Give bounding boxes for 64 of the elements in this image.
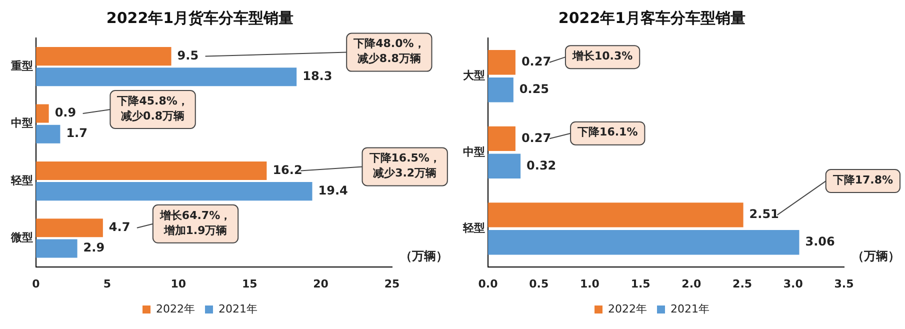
legend-label: 2021年 bbox=[670, 302, 710, 316]
data-label: 4.7 bbox=[108, 220, 130, 234]
data-label: 19.4 bbox=[318, 183, 348, 198]
legend-label: 2022年 bbox=[156, 302, 196, 316]
x-tick-label: 0.0 bbox=[478, 277, 498, 290]
y-tick-label: 中型 bbox=[463, 145, 485, 158]
data-label: 3.06 bbox=[805, 234, 835, 249]
y-tick-label: 轻型 bbox=[462, 222, 485, 235]
x-axis-title: （万辆） bbox=[852, 248, 900, 263]
x-tick-label: 0 bbox=[32, 277, 40, 290]
x-tick-label: 20 bbox=[313, 277, 329, 290]
bar bbox=[488, 50, 516, 75]
data-label: 9.5 bbox=[177, 48, 199, 62]
bar bbox=[36, 182, 312, 201]
annotation: 下降16.1% bbox=[576, 126, 638, 139]
x-axis-title: （万辆） bbox=[400, 248, 448, 263]
data-label: 0.9 bbox=[54, 106, 76, 120]
x-tick-label: 2.5 bbox=[732, 277, 752, 290]
y-tick-label: 大型 bbox=[463, 68, 485, 82]
x-tick-label: 1.5 bbox=[630, 277, 650, 290]
bar bbox=[488, 154, 521, 178]
data-label: 0.32 bbox=[526, 158, 556, 172]
legend-label: 2022年 bbox=[608, 302, 648, 316]
x-tick-label: 2.0 bbox=[682, 277, 702, 290]
data-label: 16.2 bbox=[272, 162, 302, 177]
bar bbox=[488, 230, 800, 255]
data-label: 0.27 bbox=[521, 130, 552, 145]
x-tick-label: 15 bbox=[242, 277, 258, 290]
y-tick-label: 中型 bbox=[11, 116, 33, 130]
chart-title: 2022年1月客车分车型销量 bbox=[558, 8, 746, 27]
data-label: 18.3 bbox=[302, 69, 332, 84]
y-tick-label: 轻型 bbox=[10, 174, 33, 187]
bar bbox=[488, 202, 744, 228]
data-label: 2.51 bbox=[749, 207, 779, 222]
annotation: 下降16.5%，减少3.2万辆 bbox=[368, 152, 440, 180]
annotation: 下降45.8%，减少0.8万辆 bbox=[116, 94, 188, 122]
annotation: 增长10.3% bbox=[571, 49, 633, 62]
annotation: 下降17.8% bbox=[832, 173, 894, 186]
x-tick-label: 10 bbox=[170, 277, 186, 290]
x-tick-label: 1.0 bbox=[580, 277, 600, 290]
data-label: 2.9 bbox=[83, 240, 105, 255]
annotation: 增长64.7%，增加1.9万辆 bbox=[158, 208, 232, 237]
x-tick-label: 3.0 bbox=[783, 277, 804, 290]
x-tick-label: 3.5 bbox=[834, 277, 854, 290]
bar bbox=[36, 124, 60, 144]
y-tick-label: 重型 bbox=[10, 59, 33, 72]
y-tick-label: 微型 bbox=[10, 231, 33, 244]
data-label: 1.7 bbox=[66, 126, 88, 140]
bar bbox=[36, 47, 172, 66]
chart-title: 2022年1月货车分车型销量 bbox=[106, 8, 294, 27]
annotation: 下降48.0%，减少8.8万辆 bbox=[352, 37, 425, 66]
data-label: 0.27 bbox=[521, 54, 552, 69]
bar bbox=[488, 126, 516, 152]
bar bbox=[36, 161, 267, 180]
legend-label: 2021年 bbox=[218, 302, 258, 316]
bar bbox=[36, 104, 49, 123]
data-label: 0.25 bbox=[519, 82, 550, 96]
bar bbox=[488, 78, 514, 102]
bar bbox=[36, 68, 297, 86]
bar bbox=[36, 218, 103, 238]
x-tick-label: 0.5 bbox=[529, 277, 549, 290]
x-tick-label: 5 bbox=[103, 277, 112, 290]
x-tick-label: 25 bbox=[384, 277, 400, 290]
bar bbox=[36, 239, 78, 258]
